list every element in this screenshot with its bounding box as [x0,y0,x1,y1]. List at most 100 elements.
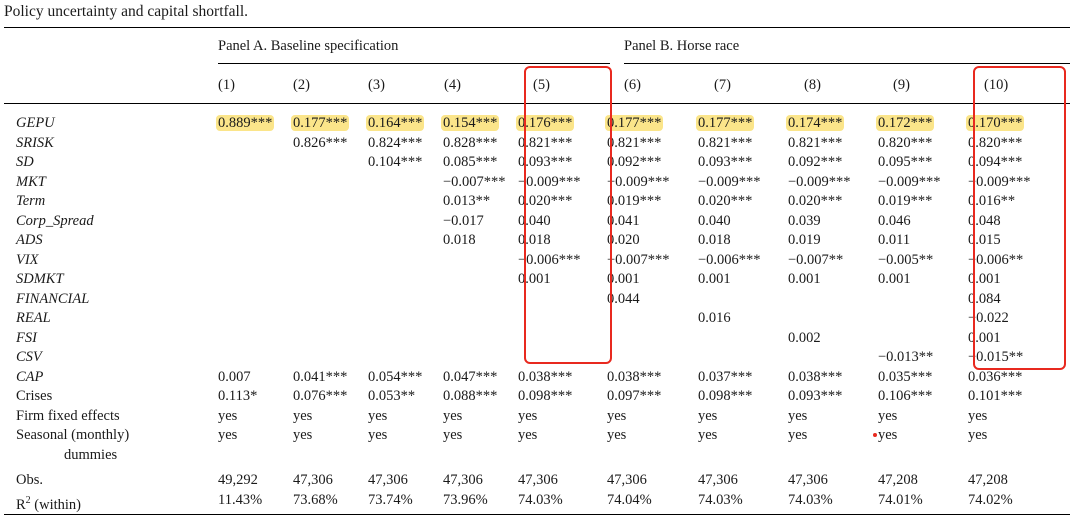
row-label: CSV [16,349,42,365]
table-row: SDMKT 0.001 0.001 0.001 0.001 0.001 0.001 [0,270,1058,290]
table-cell [607,309,698,329]
table-cell: 47,208 [968,472,1008,488]
row-label: CAP [16,368,44,385]
table-cell: 0.170*** [966,115,1025,131]
table-cell: yes [968,407,988,424]
table-cell [218,270,293,290]
table-cell: 0.016** [968,193,1016,209]
table-cell [293,348,368,368]
column-header: (9) [893,77,910,93]
table-cell: 74.01% [878,491,923,508]
table-cell: 0.093*** [518,154,573,170]
table-cell [878,309,968,329]
table-cell: 0.038*** [788,368,843,385]
table-cell: −0.007*** [607,251,670,268]
table-cell: 0.015 [968,232,1001,248]
table-cell: −0.017 [443,212,484,229]
table-cell: 0.820*** [878,134,933,151]
table-cell [607,348,698,368]
row-label: SRISK [16,134,54,151]
table-cell: 0.085*** [443,154,498,170]
table-cell: 47,306 [368,472,408,488]
table-cell: 0.007 [218,368,251,385]
row-label: Corp_Spread [16,212,94,229]
table-cell: 0.002 [788,329,821,346]
table-cell: 0.001 [698,271,731,287]
table-cell: 0.011 [878,232,911,248]
table-cell: 74.04% [607,491,652,508]
table-cell [293,251,368,271]
table-cell: yes [368,407,388,424]
row-label: VIX [16,251,39,268]
table-cell: 0.076*** [293,388,348,404]
table-cell [368,231,443,251]
table-cell: 0.001 [968,329,1001,346]
table-cell: 0.820*** [968,134,1023,151]
table-cell [218,329,293,349]
table-cell: yes [788,427,808,443]
table-cell: 0.824*** [368,134,423,151]
table-cell [368,348,443,368]
table-cell: −0.006*** [698,251,761,268]
table-cell: yes [878,427,898,443]
table-cell [218,212,293,232]
table-cell: 74.03% [788,491,833,508]
bottom-rule [4,514,1070,516]
table-cell: yes [968,427,988,443]
table-cell: 0.093*** [788,388,843,404]
table-cell [607,329,698,349]
table-cell: 0.048 [968,212,1001,229]
table-cell: 0.038*** [607,368,662,385]
table-cell [698,348,788,368]
table-cell: 0.018 [698,232,731,248]
table-cell: yes [878,407,898,424]
table-row: REAL 0.016 −0.022 [0,309,1058,329]
table-cell: −0.009*** [518,173,581,190]
row-label: Crises [16,388,53,404]
table-cell: 0.821*** [788,134,843,151]
table-cell [788,309,878,329]
table-cell: yes [698,407,718,424]
table-cell [218,153,293,173]
table-cell [368,192,443,212]
table-cell: 0.018 [518,232,551,248]
table-cell [443,329,518,349]
table-cell: 0.013** [443,193,491,209]
table-cell: 0.039 [788,212,821,229]
table-cell: 0.001 [788,271,821,287]
table-cell: −0.015** [968,349,1024,365]
table-cell: 0.095*** [878,154,933,170]
row-label: ADS [16,232,43,248]
table-cell [293,309,368,329]
row-label: R2 (within) [16,494,82,513]
table-row: Corp_Spread −0.017 0.040 0.041 0.040 0.039 0.0… [0,212,1058,232]
table-cell: 73.74% [368,491,413,508]
table-cell [878,329,968,349]
table-row: FINANCIAL 0.044 0.084 [0,290,1058,310]
table-cell: 0.821*** [698,134,753,151]
table-row: SD 0.104*** 0.085*** 0.093*** 0.092*** 0.093*… [0,153,1058,173]
table-cell: −0.009*** [607,173,670,190]
column-header: (4) [444,77,461,93]
table-cell: 0.020 [607,232,640,248]
table-cell: 0.098*** [518,388,573,404]
table-cell: yes [607,427,627,443]
table-cell: yes [607,407,627,424]
table-cell: −0.009*** [788,173,851,190]
table-cell: 0.154*** [441,115,500,131]
table-cell: 0.020*** [518,193,573,209]
table-cell: −0.009*** [968,173,1031,190]
table-cell: −0.013** [878,349,934,365]
table-cell: 0.113* [218,388,258,404]
table-row: MKT −0.007*** −0.009*** −0.009*** −0.009*** −… [0,173,1058,193]
column-header: (8) [804,77,821,93]
table-cell: 0.041 [607,212,640,229]
table-cell: 47,306 [443,472,483,488]
panel-a-rule [218,63,610,64]
panel-a-title: Panel A. Baseline specification [218,38,399,54]
table-cell: 0.047*** [443,368,498,385]
table-row: ADS 0.018 0.018 0.020 0.018 0.019 0.011 0.015 [0,231,1058,251]
table-cell: 47,208 [878,472,918,488]
table-row: GEPU 0.889*** 0.177*** 0.164*** 0.154*** 0.17… [0,114,1058,134]
table-cell: −0.007** [788,251,844,268]
